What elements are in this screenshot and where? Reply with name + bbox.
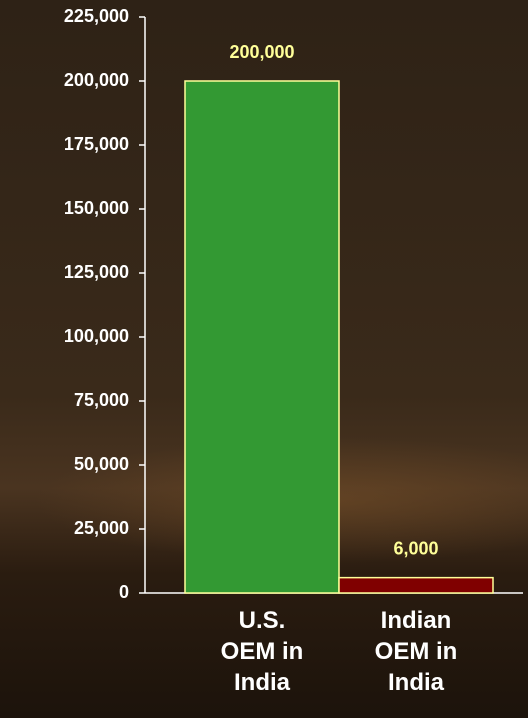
x-tick-label: Indian OEM in India: [374, 607, 458, 696]
y-tick-label: 225,000: [64, 6, 129, 26]
data-label: 6,000: [393, 538, 438, 558]
y-tick-label: 100,000: [64, 326, 129, 346]
y-tick-label: 0: [119, 582, 129, 602]
bar: [338, 576, 494, 594]
data-label: 200,000: [229, 42, 294, 62]
bar: [184, 80, 340, 594]
y-tick-label: 200,000: [64, 70, 129, 90]
y-tick-label: 150,000: [64, 198, 129, 218]
y-tick-label: 75,000: [74, 390, 129, 410]
y-tick-label: 25,000: [74, 518, 129, 538]
y-tick-label: 125,000: [64, 262, 129, 282]
x-tick-label: U.S. OEM in India: [220, 607, 304, 696]
y-tick-label: 50,000: [74, 454, 129, 474]
y-tick-label: 175,000: [64, 134, 129, 154]
